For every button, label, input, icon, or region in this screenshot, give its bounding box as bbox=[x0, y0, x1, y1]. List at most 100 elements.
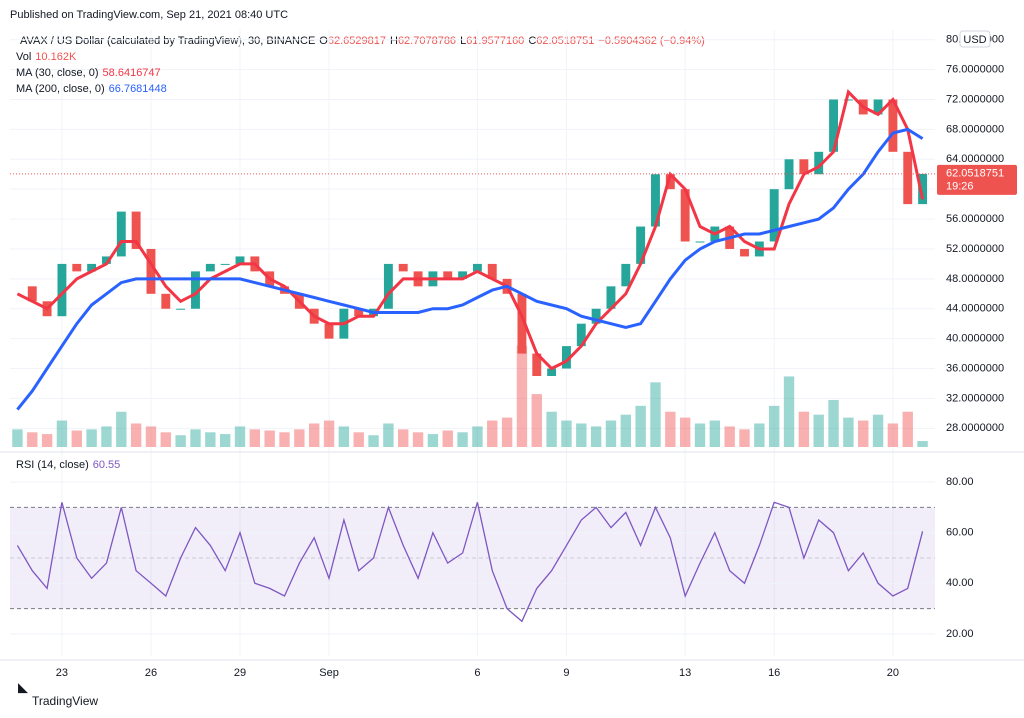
legend-name: RSI (14, close) bbox=[16, 459, 89, 471]
volume-bar bbox=[175, 435, 186, 447]
candle-body bbox=[695, 241, 705, 243]
volume-bar bbox=[219, 434, 231, 447]
volume-bar bbox=[56, 420, 68, 447]
candle-body bbox=[784, 159, 794, 190]
y-tick-label: 40.00 bbox=[946, 577, 974, 589]
volume-bar bbox=[872, 414, 884, 447]
y-tick-label: 20.00 bbox=[946, 628, 974, 640]
candle-body bbox=[176, 308, 186, 310]
candle-body bbox=[873, 99, 883, 115]
legend-value: 10.162K bbox=[35, 51, 77, 63]
volume-bar bbox=[813, 414, 824, 447]
volume-bar bbox=[754, 423, 765, 447]
candle-body bbox=[651, 174, 660, 227]
currency: USD bbox=[963, 34, 986, 46]
volume-bar bbox=[487, 420, 498, 447]
volume-bar bbox=[858, 420, 869, 447]
symbol-line: AVAX / US Dollar (calculated by TradingV… bbox=[20, 35, 705, 47]
ohlc-key: L bbox=[460, 35, 466, 47]
volume-bar bbox=[531, 394, 542, 447]
volume-bar bbox=[190, 429, 201, 447]
volume-bar bbox=[694, 423, 706, 447]
volume-bar bbox=[679, 417, 691, 447]
ohlc-key: O bbox=[319, 35, 328, 47]
candle-body bbox=[472, 263, 482, 272]
legend-name: Vol bbox=[16, 51, 31, 63]
candle-body bbox=[116, 211, 126, 257]
y-tick-label: 32.0000000 bbox=[946, 392, 1004, 404]
candle-body bbox=[918, 173, 928, 205]
volume-bar bbox=[353, 432, 364, 447]
y-tick-label: 44.0000000 bbox=[946, 303, 1004, 315]
volume-bar bbox=[279, 432, 290, 447]
volume-bar bbox=[368, 435, 379, 447]
volume-bar bbox=[516, 345, 528, 447]
volume-bar bbox=[442, 430, 453, 447]
candle-body bbox=[799, 159, 809, 175]
volume-bar bbox=[828, 399, 839, 447]
candle-body bbox=[562, 346, 571, 369]
volume-bar bbox=[234, 426, 246, 447]
candle-body bbox=[547, 368, 557, 377]
candle-body bbox=[220, 263, 230, 265]
candle-body bbox=[57, 263, 67, 317]
legend-entry: MA (200, close, 0) 66.7681448 bbox=[16, 83, 167, 95]
candle-body bbox=[636, 226, 646, 264]
y-tick-label: 68.0000000 bbox=[946, 123, 1004, 135]
volume-bar bbox=[724, 426, 735, 447]
legend-name: MA (200, close, 0) bbox=[16, 83, 105, 95]
volume-bar bbox=[620, 414, 631, 447]
ohlc-value: 62.0518751 bbox=[536, 35, 594, 47]
volume-bar bbox=[294, 429, 305, 447]
y-tick-label: 56.0000000 bbox=[946, 213, 1004, 225]
volume-bar bbox=[12, 429, 23, 447]
line-series bbox=[16, 127, 924, 411]
candle-body bbox=[665, 174, 675, 190]
volume-bar bbox=[887, 423, 899, 447]
x-tick-label: 26 bbox=[145, 667, 157, 679]
volume-bar bbox=[427, 434, 439, 447]
x-tick-label: 29 bbox=[234, 667, 246, 679]
candle-body bbox=[829, 99, 838, 152]
volume-bar bbox=[798, 411, 810, 447]
volume-bar bbox=[665, 411, 676, 447]
candle-body bbox=[398, 263, 408, 272]
x-tick-label: 23 bbox=[56, 667, 68, 679]
price-box-value: 62.0518751 bbox=[946, 168, 1004, 180]
volume-bar bbox=[457, 432, 468, 447]
volume-bar bbox=[41, 434, 53, 447]
volume-bar bbox=[501, 417, 513, 447]
volume-bar bbox=[27, 432, 38, 447]
volume-bar bbox=[546, 411, 557, 447]
volume-bar bbox=[101, 426, 112, 447]
ohlc-key: H bbox=[390, 35, 398, 47]
legend-entry: Vol 10.162K bbox=[16, 51, 77, 63]
y-tick-label: 48.0000000 bbox=[946, 273, 1004, 285]
volume-bar bbox=[917, 441, 928, 447]
candle-body bbox=[146, 248, 156, 294]
candle-body bbox=[888, 99, 898, 152]
y-tick-label: 40.0000000 bbox=[946, 333, 1004, 345]
candle-body bbox=[740, 248, 749, 257]
volume-bar bbox=[902, 411, 913, 447]
legend-value: 66.7681448 bbox=[109, 83, 167, 95]
x-tick-label: 6 bbox=[474, 667, 480, 679]
y-tick-label: 28.0000000 bbox=[946, 422, 1004, 434]
volume-bar bbox=[590, 426, 602, 447]
volume-bar bbox=[769, 405, 780, 447]
candle-body bbox=[532, 353, 542, 377]
volume-bar bbox=[576, 423, 587, 447]
x-tick-label: 20 bbox=[887, 667, 899, 679]
volume-bar bbox=[605, 420, 617, 447]
candle-body bbox=[443, 271, 453, 279]
volume-bar bbox=[249, 429, 261, 447]
price-box-countdown: 19:26 bbox=[946, 181, 974, 193]
y-tick-label: 60.00 bbox=[946, 527, 974, 539]
candle-body bbox=[903, 151, 913, 205]
candle-body bbox=[161, 293, 171, 309]
symbol: AVAX / US Dollar (calculated by TradingV… bbox=[20, 35, 315, 47]
published-note: Published on TradingView.com, Sep 21, 20… bbox=[10, 9, 288, 21]
candle-body bbox=[87, 263, 97, 272]
ohlc-value: 61.9577160 bbox=[466, 35, 524, 47]
y-tick-label: 76.0000000 bbox=[946, 64, 1004, 76]
